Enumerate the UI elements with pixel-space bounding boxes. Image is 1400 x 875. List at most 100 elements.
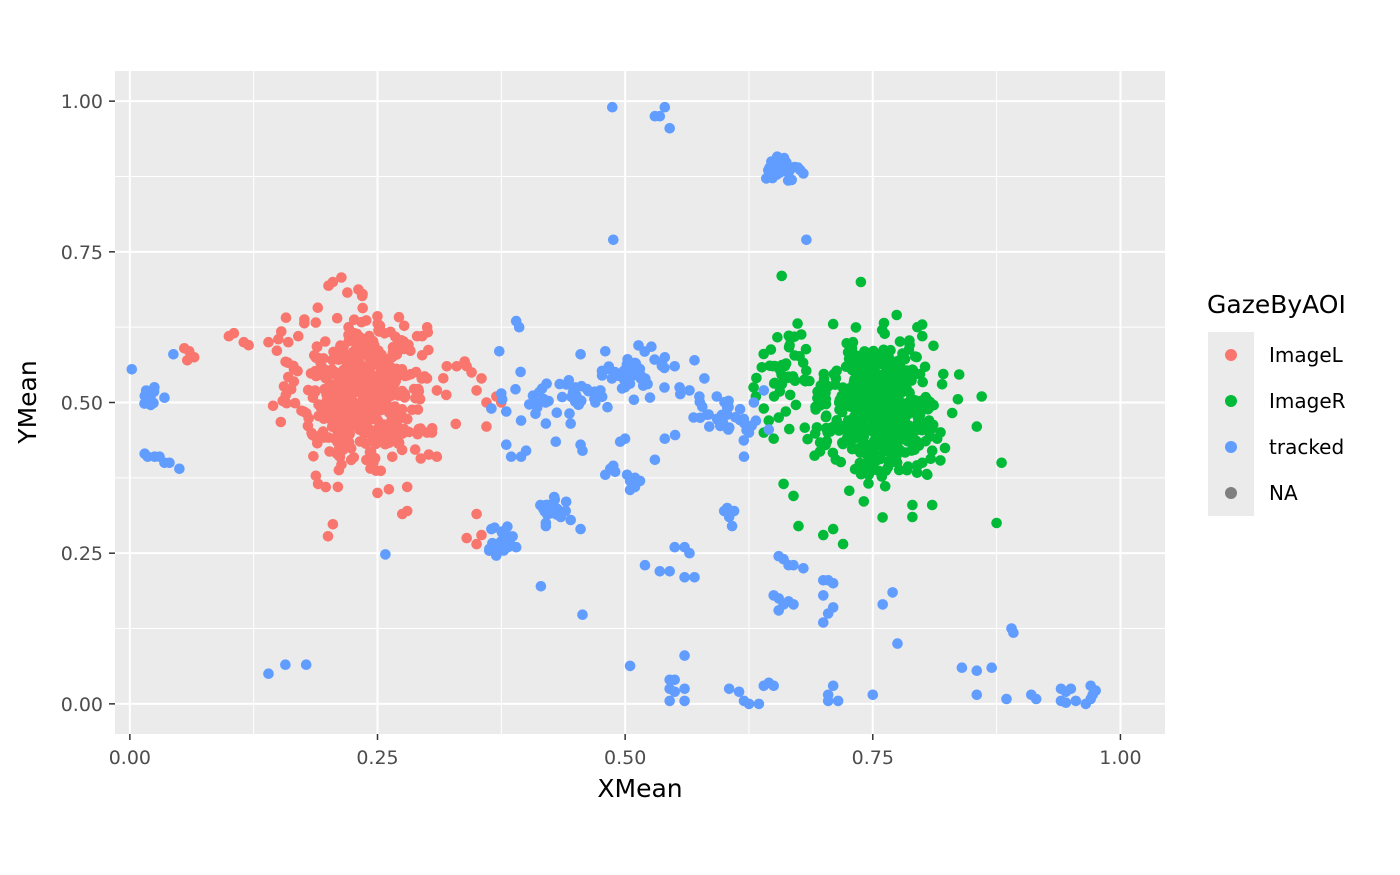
point-tracked — [533, 386, 545, 398]
point-ImageR — [788, 490, 799, 502]
point-ImageL — [283, 336, 294, 348]
point-ImageR — [867, 354, 878, 366]
point-ImageR — [907, 499, 918, 511]
y-tick-label: 0.00 — [61, 694, 103, 716]
point-tracked — [956, 662, 968, 673]
point-ImageL — [461, 532, 473, 544]
point-tracked — [728, 505, 740, 517]
point-ImageL — [327, 519, 339, 530]
y-tick-label: 0.25 — [61, 543, 103, 565]
point-ImageR — [801, 365, 812, 377]
point-ImageL — [322, 531, 334, 542]
point-tracked — [798, 168, 809, 179]
point-tracked — [619, 433, 631, 445]
point-tracked — [684, 547, 695, 559]
points-layer — [126, 101, 1101, 710]
point-tracked — [608, 234, 619, 246]
point-ImageR — [800, 343, 812, 355]
point-ImageR — [897, 370, 908, 381]
point-ImageL — [342, 287, 353, 298]
point-tracked — [801, 234, 812, 246]
point-ImageL — [334, 400, 345, 412]
point-tracked — [539, 396, 550, 407]
legend-key-tracked — [1225, 441, 1237, 453]
legend: GazeByAOI ImageL ImageR tracked NA — [1207, 290, 1346, 516]
point-ImageR — [789, 331, 800, 343]
point-ImageR — [876, 324, 888, 336]
point-ImageR — [879, 481, 891, 492]
point-tracked — [679, 572, 690, 583]
point-ImageL — [372, 487, 383, 499]
point-ImageL — [431, 451, 443, 463]
point-tracked — [596, 370, 608, 381]
point-tracked — [564, 408, 575, 419]
point-ImageL — [361, 377, 372, 388]
point-tracked — [822, 608, 834, 619]
point-ImageL — [298, 406, 310, 418]
point-ImageR — [778, 478, 789, 490]
point-tracked — [659, 382, 670, 393]
point-ImageL — [282, 357, 294, 369]
point-ImageL — [396, 335, 407, 346]
point-ImageL — [285, 384, 297, 395]
point-tracked — [486, 523, 497, 535]
point-tracked — [711, 391, 723, 402]
point-tracked — [548, 491, 560, 503]
point-ImageL — [374, 326, 385, 337]
point-ImageL — [372, 318, 384, 329]
point-tracked — [877, 599, 888, 610]
point-ImageR — [928, 340, 939, 352]
point-tracked — [753, 698, 765, 710]
point-ImageR — [769, 377, 780, 389]
point-ImageR — [799, 422, 811, 434]
point-ImageR — [794, 351, 805, 362]
legend-label: ImageL — [1269, 343, 1344, 367]
point-tracked — [628, 394, 640, 406]
point-ImageL — [387, 451, 398, 463]
point-tracked — [689, 355, 700, 366]
point-ImageL — [358, 391, 370, 403]
point-tracked — [669, 541, 680, 553]
point-tracked — [577, 609, 588, 620]
point-ImageL — [409, 444, 421, 455]
point-tracked — [684, 385, 695, 396]
point-ImageR — [896, 410, 908, 422]
point-tracked — [520, 445, 532, 457]
point-tracked — [738, 413, 750, 425]
x-tick-label: 0.00 — [109, 747, 151, 769]
point-ImageR — [868, 345, 879, 357]
point-ImageR — [920, 435, 931, 447]
point-ImageL — [423, 449, 435, 460]
point-ImageL — [372, 348, 384, 360]
point-ImageR — [772, 332, 783, 343]
point-ImageL — [307, 429, 318, 441]
point-tracked — [603, 361, 615, 372]
point-ImageL — [182, 355, 193, 366]
point-ImageR — [804, 375, 815, 387]
point-tracked — [788, 559, 799, 571]
point-ImageL — [343, 410, 354, 421]
point-ImageL — [331, 448, 343, 460]
point-ImageL — [317, 426, 329, 437]
y-axis-ticks: 0.00 0.25 0.50 0.75 1.00 — [61, 91, 115, 716]
point-ImageR — [864, 363, 876, 375]
point-tracked — [561, 379, 572, 390]
point-ImageL — [451, 361, 463, 372]
point-ImageR — [851, 429, 863, 440]
point-ImageL — [327, 409, 338, 421]
point-tracked — [590, 397, 601, 408]
point-tracked — [711, 413, 723, 425]
point-ImageL — [228, 327, 240, 339]
point-tracked — [818, 617, 829, 628]
point-ImageR — [971, 421, 983, 432]
point-ImageR — [861, 382, 873, 394]
point-ImageR — [891, 309, 902, 321]
point-ImageR — [784, 340, 795, 351]
legend-label: ImageR — [1269, 389, 1346, 413]
point-tracked — [540, 520, 552, 532]
point-ImageL — [329, 383, 341, 395]
point-tracked — [168, 349, 179, 360]
point-ImageL — [413, 386, 425, 397]
point-ImageR — [844, 485, 855, 497]
